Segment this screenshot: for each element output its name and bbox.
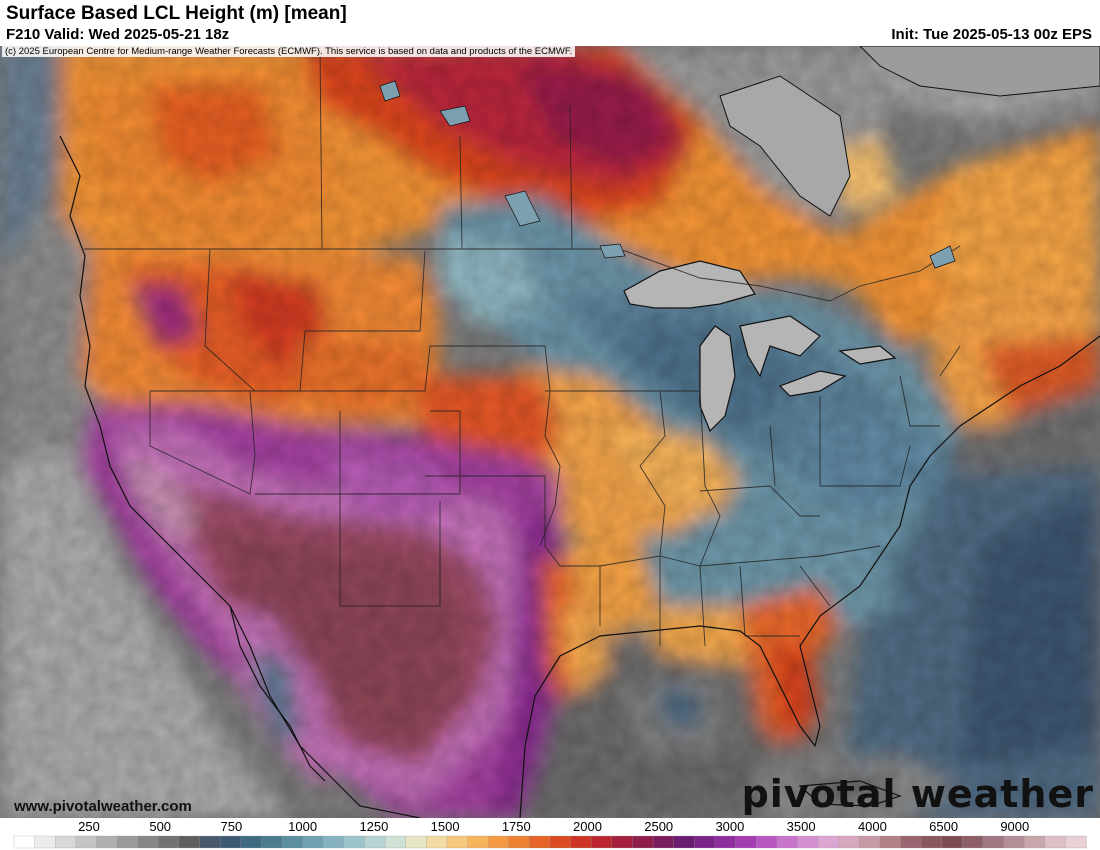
legend-swatch — [900, 835, 922, 849]
legend-swatch — [776, 835, 799, 849]
legend-swatch — [591, 835, 613, 849]
legend-swatch — [364, 835, 386, 849]
legend-tick-label: 2500 — [644, 819, 673, 834]
legend-swatch — [920, 835, 943, 849]
color-legend: 250 500 750 1000 1250 1500 1750 2000 2500 3000 350… — [0, 818, 1100, 850]
legend-tick-label: 1750 — [502, 819, 531, 834]
website-link[interactable]: www.pivotalweather.com — [14, 798, 192, 815]
legend-swatch — [281, 835, 304, 849]
legend-tick-label: 500 — [149, 819, 171, 834]
legend-swatch — [261, 835, 283, 849]
legend-swatch — [508, 835, 531, 849]
legend-swatch — [405, 835, 427, 849]
legend-swatch — [859, 835, 881, 849]
legend-swatch — [797, 835, 819, 849]
brand-text: pivotal weather — [741, 772, 1094, 816]
legend-swatch — [611, 835, 634, 849]
field-texture — [0, 46, 1100, 818]
great-lakes — [623, 260, 897, 433]
legend-tick-label: 3500 — [787, 819, 816, 834]
map-header: Surface Based LCL Height (m) [mean] F210… — [0, 0, 1100, 46]
init-time: Init: Tue 2025-05-13 00z EPS — [891, 26, 1092, 43]
legend-tick-label: 1250 — [359, 819, 388, 834]
legend-swatch — [529, 835, 551, 849]
legend-swatch — [34, 835, 56, 849]
copyright-notice: (c) 2025 European Centre for Medium-rang… — [2, 46, 576, 57]
legend-swatch — [158, 835, 180, 849]
legend-swatch — [1003, 835, 1025, 849]
legend-swatch — [962, 835, 984, 849]
legend-tick-label: 3000 — [715, 819, 744, 834]
map-title: Surface Based LCL Height (m) [mean] — [6, 3, 347, 24]
legend-swatch — [96, 835, 118, 849]
legend-swatch — [467, 835, 489, 849]
legend-bar: 250 500 750 1000 1250 1500 1750 2000 2500 3000 350… — [13, 819, 1087, 849]
legend-swatch — [652, 835, 675, 849]
coastlines — [59, 135, 1100, 818]
legend-tick-label: 9000 — [1000, 819, 1029, 834]
legend-swatch — [673, 835, 695, 849]
legend-swatch — [570, 835, 592, 849]
legend-swatch — [1024, 835, 1046, 849]
legend-swatch — [694, 835, 716, 849]
legend-swatch — [426, 835, 448, 849]
legend-swatch — [384, 835, 407, 849]
legend-tick-label: 4000 — [858, 819, 887, 834]
legend-swatch — [549, 835, 572, 849]
legend-swatch — [199, 835, 221, 849]
legend-swatch — [632, 835, 654, 849]
legend-swatch — [323, 835, 345, 849]
legend-swatch — [838, 835, 860, 849]
lcl-field-map — [0, 46, 1100, 818]
legend-tick-label: 250 — [78, 819, 100, 834]
legend-tick-label: 750 — [221, 819, 243, 834]
legend-swatch — [446, 835, 469, 849]
legend-swatch — [13, 835, 36, 849]
legend-swatch — [879, 835, 902, 849]
legend-swatch — [941, 835, 963, 849]
legend-swatch — [240, 835, 263, 849]
legend-tick-label: 2000 — [573, 819, 602, 834]
legend-swatch — [116, 835, 139, 849]
legend-tick-label: 6500 — [929, 819, 958, 834]
legend-swatch — [714, 835, 737, 849]
legend-swatch — [137, 835, 159, 849]
small-lakes — [379, 80, 956, 269]
valid-time: F210 Valid: Wed 2025-05-21 18z — [6, 26, 230, 43]
legend-swatch — [817, 835, 840, 849]
legend-swatch — [219, 835, 242, 849]
legend-swatch — [756, 835, 778, 849]
legend-tick-label: 1500 — [431, 819, 460, 834]
legend-swatch — [75, 835, 98, 849]
legend-swatch — [735, 835, 757, 849]
pivotal-weather-logo: pivotal weather — [742, 772, 1094, 816]
legend-swatch — [178, 835, 201, 849]
legend-swatch — [343, 835, 366, 849]
hudson-bay — [719, 75, 851, 217]
legend-swatch — [487, 835, 510, 849]
legend-tick-label: 1000 — [288, 819, 317, 834]
legend-swatch — [1044, 835, 1067, 849]
hudson-strait — [859, 46, 1100, 97]
legend-swatch — [55, 835, 77, 849]
weather-map[interactable]: (c) 2025 European Centre for Medium-rang… — [0, 46, 1100, 818]
legend-swatch — [982, 835, 1005, 849]
legend-swatch — [302, 835, 324, 849]
legend-swatch — [1065, 835, 1087, 849]
